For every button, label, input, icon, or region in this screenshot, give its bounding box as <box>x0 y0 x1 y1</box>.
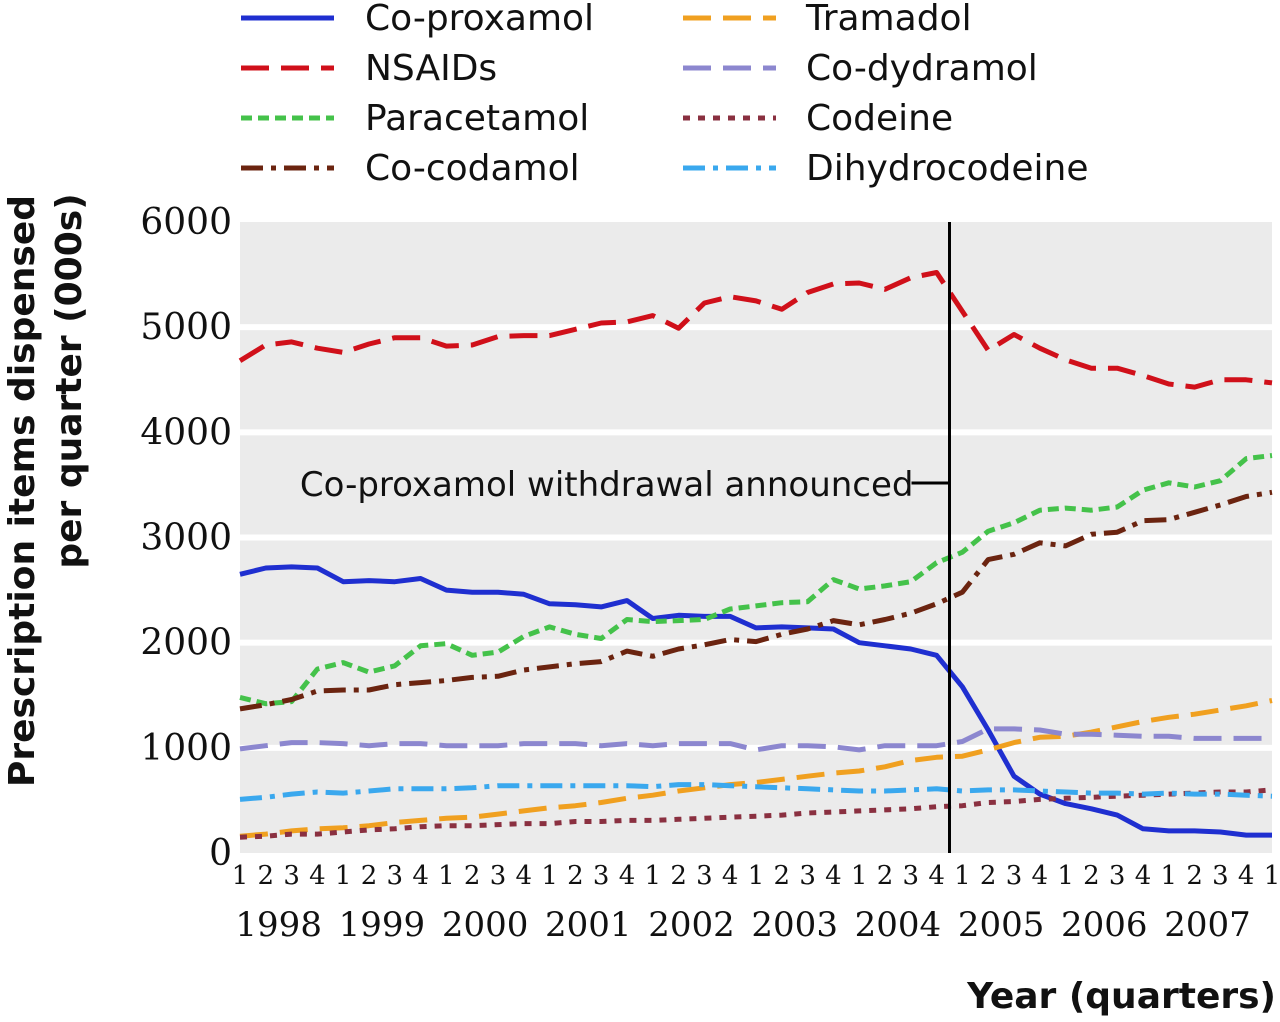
x-tick-year: 2007 <box>1164 905 1251 945</box>
x-tick-year: 1999 <box>339 905 426 945</box>
y-tick-label: 1000 <box>140 728 232 769</box>
x-tick-quarter: 3 <box>387 861 404 891</box>
x-tick-year: 2006 <box>1061 905 1148 945</box>
x-tick-quarter: 1 <box>541 861 558 891</box>
x-tick-quarter: 2 <box>361 861 378 891</box>
x-tick-quarter: 2 <box>877 861 894 891</box>
legend-label-codeine: Codeine <box>806 98 953 139</box>
x-tick-quarter: 2 <box>774 861 791 891</box>
x-tick-quarter: 2 <box>464 861 481 891</box>
x-tick-quarter: 3 <box>283 861 300 891</box>
x-tick-quarter: 2 <box>980 861 997 891</box>
y-axis-label-line2: per quarter (000s) <box>49 193 90 568</box>
x-tick-quarter: 4 <box>309 861 326 891</box>
x-tick-quarter: 3 <box>593 861 610 891</box>
x-tick-quarter: 1 <box>851 861 868 891</box>
legend-label-co-dydramol: Co-dydramol <box>806 48 1038 89</box>
x-tick-quarter: 1 <box>1161 861 1178 891</box>
series-line-paracetamol <box>239 453 1273 707</box>
withdrawal-annotation: Co-proxamol withdrawal announced <box>300 222 951 853</box>
y-tick-label: 0 <box>209 833 232 874</box>
legend: Co-proxamol NSAIDs Paracetamol Co-codamol Tr… <box>241 0 1089 189</box>
y-tick-label: 5000 <box>140 307 232 348</box>
series-line-dihydrocodeine <box>239 782 1273 802</box>
x-axis-label: Year (quarters) <box>966 976 1276 1017</box>
legend-label-paracetamol: Paracetamol <box>365 98 589 139</box>
legend-label-tramadol: Tramadol <box>805 0 972 39</box>
legend-label-co-codamol: Co-codamol <box>365 148 580 189</box>
y-tick-label: 3000 <box>140 518 232 559</box>
x-tick-quarter: 1 <box>954 861 971 891</box>
x-tick-year: 2000 <box>442 905 529 945</box>
series-line-co-proxamol <box>239 564 1272 838</box>
x-tick-quarter: 4 <box>1032 861 1049 891</box>
x-tick-quarter: 3 <box>1212 861 1229 891</box>
x-tick-quarter: 1 <box>438 861 455 891</box>
x-tick-quarter: 4 <box>722 861 739 891</box>
x-tick-quarter: 1 <box>645 861 662 891</box>
series-line-co-codamol <box>239 489 1273 712</box>
y-axis-label-line1: Prescription items dispensed <box>2 195 43 787</box>
series-line-nsaids <box>238 270 1273 390</box>
x-tick-quarter: 4 <box>516 861 533 891</box>
legend-label-co-proxamol: Co-proxamol <box>365 0 594 39</box>
x-tick-year: 2003 <box>751 905 838 945</box>
x-tick-quarter: 2 <box>670 861 687 891</box>
x-tick-quarter: 1 <box>748 861 765 891</box>
x-tick-year: 2001 <box>545 905 632 945</box>
x-tick-quarter: 4 <box>928 861 945 891</box>
x-tick-quarter: 2 <box>1186 861 1203 891</box>
series-line-tramadol <box>239 698 1273 839</box>
x-tick-quarter: 1 <box>335 861 352 891</box>
grid-lines <box>240 324 1272 751</box>
y-tick-label: 4000 <box>140 412 232 453</box>
x-tick-quarter: 1 <box>1264 861 1280 891</box>
x-tick-quarter: 3 <box>490 861 507 891</box>
x-tick-quarter: 4 <box>619 861 636 891</box>
series-line-codeine <box>239 787 1273 840</box>
y-tick-label: 6000 <box>140 202 232 243</box>
x-tick-quarter: 2 <box>258 861 275 891</box>
x-tick-quarter: 1 <box>1057 861 1074 891</box>
y-axis-ticks: 0 1000 2000 3000 4000 5000 6000 <box>140 202 232 874</box>
x-tick-year: 2004 <box>855 905 942 945</box>
x-tick-quarter: 4 <box>412 861 429 891</box>
x-tick-quarter: 4 <box>1135 861 1152 891</box>
x-tick-quarter: 2 <box>567 861 584 891</box>
x-tick-quarter: 3 <box>1109 861 1126 891</box>
series-lines <box>238 270 1273 840</box>
series-line-co-dydramol <box>239 726 1272 753</box>
x-tick-quarter: 3 <box>799 861 816 891</box>
y-tick-label: 2000 <box>140 623 232 664</box>
x-tick-quarter: 3 <box>1006 861 1023 891</box>
x-tick-quarter: 1 <box>232 861 249 891</box>
x-tick-year: 2005 <box>958 905 1045 945</box>
x-tick-year: 1998 <box>235 905 322 945</box>
x-tick-quarter: 4 <box>825 861 842 891</box>
x-tick-quarter: 3 <box>696 861 713 891</box>
x-tick-quarter: 4 <box>1238 861 1255 891</box>
legend-label-dihydrocodeine: Dihydrocodeine <box>806 148 1089 189</box>
legend-label-nsaids: NSAIDs <box>365 48 497 89</box>
withdrawal-annotation-text: Co-proxamol withdrawal announced <box>300 465 914 505</box>
x-tick-quarter: 3 <box>903 861 920 891</box>
x-tick-quarter: 2 <box>1083 861 1100 891</box>
x-tick-year: 2002 <box>648 905 735 945</box>
